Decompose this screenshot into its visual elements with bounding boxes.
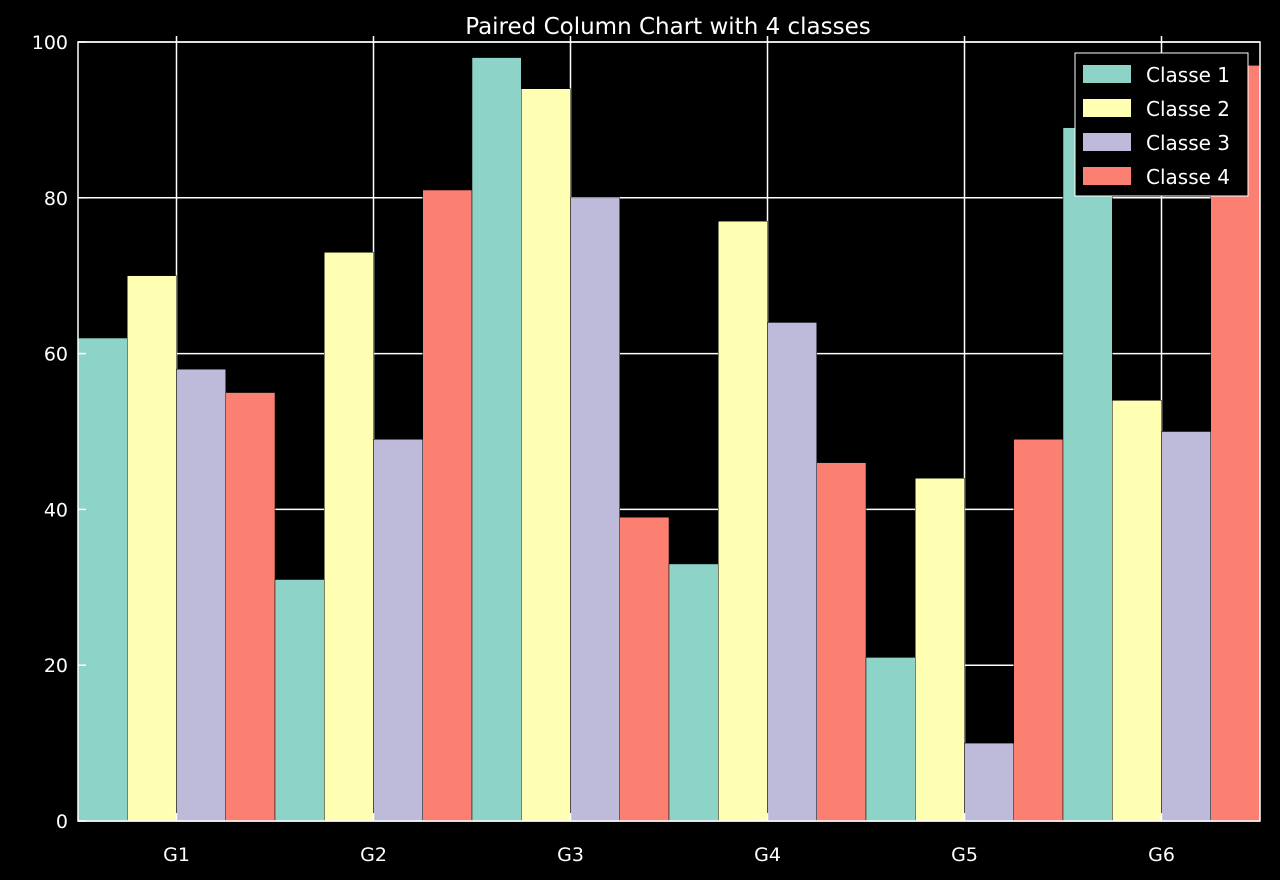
bar-g2-series-1 <box>274 579 325 822</box>
x-tick-label-g1: G1 <box>163 844 190 866</box>
bar-g2-series-3 <box>373 439 423 822</box>
bar-g3-series-4 <box>619 516 670 822</box>
bar-g4-series-2 <box>718 220 768 822</box>
y-tick-label: 40 <box>44 499 68 521</box>
bar-g1-series-4 <box>225 392 276 822</box>
x-tick-label-g4: G4 <box>754 844 781 866</box>
bar-g6-series-3 <box>1161 431 1211 822</box>
legend-swatch-series-2 <box>1083 99 1131 117</box>
bar-g2-series-2 <box>324 252 374 822</box>
bar-g4-series-1 <box>668 563 719 822</box>
bar-g6-series-1 <box>1062 127 1113 822</box>
bar-g1-series-2 <box>127 275 177 822</box>
y-tick-label: 100 <box>32 32 68 54</box>
legend-label-series-2: Classe 2 <box>1146 97 1230 121</box>
x-tick-label-g2: G2 <box>360 844 387 866</box>
bar-g5-series-2 <box>915 477 965 822</box>
legend-label-series-4: Classe 4 <box>1146 165 1230 189</box>
chart-title: Paired Column Chart with 4 classes <box>465 14 871 40</box>
legend-swatch-series-1 <box>1083 65 1131 83</box>
x-tick-label-g5: G5 <box>951 844 978 866</box>
y-tick-label: 20 <box>44 655 68 677</box>
bar-g3-series-3 <box>570 197 620 822</box>
x-tick-label-g6: G6 <box>1148 844 1175 866</box>
bar-g4-series-3 <box>767 322 817 822</box>
legend-swatch-series-4 <box>1083 167 1131 185</box>
y-tick-label: 60 <box>44 344 68 366</box>
bar-g1-series-3 <box>176 368 226 822</box>
bar-g3-series-2 <box>521 88 571 822</box>
bars <box>77 57 1261 822</box>
legend-swatch-series-3 <box>1083 133 1131 151</box>
bar-g5-series-3 <box>964 742 1014 822</box>
x-tick-label-g3: G3 <box>557 844 584 866</box>
bar-g2-series-4 <box>422 189 473 822</box>
y-tick-label: 0 <box>56 811 68 833</box>
legend-label-series-3: Classe 3 <box>1146 131 1230 155</box>
bar-g6-series-2 <box>1112 400 1162 822</box>
y-tick-label: 80 <box>44 188 68 210</box>
axes: 0 20 40 60 80 100 G1 G2 G3 G4 G5 G6 <box>32 32 1261 866</box>
bar-g4-series-4 <box>816 462 867 822</box>
bar-g5-series-1 <box>865 657 916 822</box>
bar-g1-series-1 <box>77 337 128 822</box>
legend-label-series-1: Classe 1 <box>1146 63 1230 87</box>
legend: Classe 1 Classe 2 Classe 3 Classe 4 <box>1074 52 1249 197</box>
plot-frame <box>77 41 1261 822</box>
bar-g5-series-4 <box>1013 439 1064 822</box>
bar-g3-series-1 <box>471 57 522 822</box>
